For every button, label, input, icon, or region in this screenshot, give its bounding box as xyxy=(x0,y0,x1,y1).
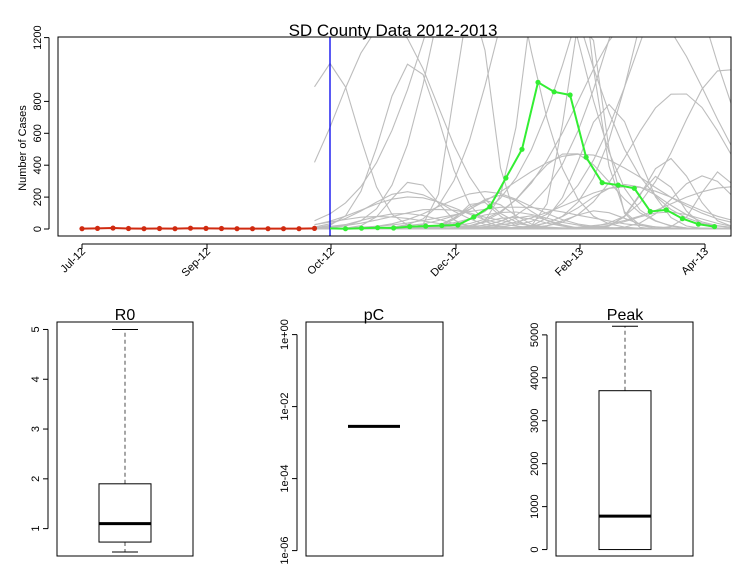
y-tick-label: 0 xyxy=(529,546,541,552)
observed-point xyxy=(265,226,271,232)
y-axis-label: Number of Cases xyxy=(17,105,29,191)
peak-marks: 0 1000 2000 3000 4000 5000 xyxy=(529,323,652,553)
x-tick-label: Sep-12 xyxy=(180,246,214,280)
forecast-point xyxy=(342,226,349,232)
forecast-point xyxy=(679,216,686,222)
observed-point xyxy=(125,225,132,232)
chart-title: SD County Data 2012-2013 xyxy=(289,21,498,40)
y-tick-label: 0 xyxy=(32,226,44,232)
simulation-line xyxy=(314,37,731,228)
y-tick-label: 5 xyxy=(30,326,42,332)
y-tick-label: 3 xyxy=(30,426,42,432)
forecast-point xyxy=(358,225,365,231)
boxplot-pc: pC 1e-06 1e-04 1e-02 1e+00 xyxy=(279,307,444,565)
x-tick-label: Jul-12 xyxy=(58,246,88,276)
observed-point xyxy=(110,225,116,231)
forecast-point xyxy=(375,225,381,231)
x-tick-label: Feb-13 xyxy=(553,246,586,279)
forecast-point xyxy=(423,223,429,229)
observed-point xyxy=(234,226,240,232)
forecast-point xyxy=(599,180,605,186)
y-tick-label: 200 xyxy=(32,188,44,206)
forecast-point xyxy=(615,182,621,188)
pc-frame xyxy=(305,321,444,557)
simulation-line xyxy=(313,37,731,230)
forecast-point xyxy=(503,175,509,181)
forecast-point xyxy=(647,208,653,215)
forecast-point xyxy=(711,224,718,230)
forecast-point xyxy=(519,146,525,152)
observed-point xyxy=(79,226,85,232)
forecast-point xyxy=(551,89,557,95)
observed-point xyxy=(296,226,302,232)
y-tick-label: 1000 xyxy=(529,494,541,518)
forecast-point xyxy=(695,221,702,227)
boxplot-peak: Peak 0 1000 2000 3000 4000 5000 xyxy=(529,307,694,557)
timeseries-panel: SD County Data 2012-2013 Number of Cases… xyxy=(17,21,732,280)
observed-point xyxy=(172,226,178,232)
observed-point xyxy=(187,225,194,231)
observed-point xyxy=(94,225,101,231)
observed-point xyxy=(218,225,225,232)
observed-point xyxy=(311,225,318,231)
y-tick-label: 600 xyxy=(32,124,44,142)
plot-frame xyxy=(57,36,732,237)
iqr-box xyxy=(598,390,652,551)
forecast-point xyxy=(535,79,541,85)
y-tick-label: 2000 xyxy=(529,451,541,475)
forecast-point xyxy=(455,222,461,228)
y-tick-label: 4000 xyxy=(529,366,541,390)
x-tick-label: Dec-12 xyxy=(429,246,463,280)
y-tick-label: 4 xyxy=(30,376,42,382)
observed-point xyxy=(280,226,287,232)
observed-line xyxy=(81,227,315,230)
y-tick-label: 1200 xyxy=(32,25,44,49)
series-marks xyxy=(79,37,718,236)
forecast-point xyxy=(391,225,397,231)
boxplot-r0: R0 1 2 3 4 5 xyxy=(30,307,194,557)
forecast-point xyxy=(583,154,589,160)
plot-area xyxy=(313,37,731,230)
simulation-line xyxy=(314,37,731,230)
forecast-point xyxy=(407,224,413,230)
observed-point xyxy=(249,226,256,232)
y-tick-label: 1 xyxy=(30,526,42,532)
y-tick-label: 800 xyxy=(32,92,44,110)
x-tick-label: Apr-13 xyxy=(679,246,711,278)
forecast-point xyxy=(439,222,445,229)
r0-frame xyxy=(56,321,194,557)
pc-marks: 1e-06 1e-04 1e-02 1e+00 xyxy=(279,319,400,565)
y-tick-label: 1e-04 xyxy=(279,465,291,493)
y-tick-label: 2 xyxy=(30,476,42,482)
forecast-point xyxy=(487,204,493,210)
y-tick-label: 1e-06 xyxy=(279,537,291,565)
y-tick-label: 1e-02 xyxy=(279,393,291,421)
peak-title: Peak xyxy=(607,307,644,324)
observed-point xyxy=(156,225,163,232)
r0-title: R0 xyxy=(115,307,136,324)
y-tick-label: 5000 xyxy=(529,323,541,347)
iqr-box xyxy=(98,483,152,543)
peak-frame xyxy=(555,321,694,557)
y-tick-label: 3000 xyxy=(529,409,541,433)
y-tick-label: 1e+00 xyxy=(279,319,291,350)
simulation-lines xyxy=(313,37,731,230)
forecast-point xyxy=(663,207,669,213)
observed-point xyxy=(141,226,147,232)
simulation-line xyxy=(314,191,731,230)
forecast-point xyxy=(631,185,637,191)
r0-marks: 1 2 3 4 5 xyxy=(30,326,152,553)
forecast-point xyxy=(471,214,477,220)
y-tick-label: 400 xyxy=(32,156,44,174)
observed-point xyxy=(203,225,209,231)
x-tick-label: Oct-12 xyxy=(305,246,337,278)
forecast-point xyxy=(567,92,573,98)
pc-title: pC xyxy=(364,307,384,324)
simulation-line xyxy=(314,37,731,230)
